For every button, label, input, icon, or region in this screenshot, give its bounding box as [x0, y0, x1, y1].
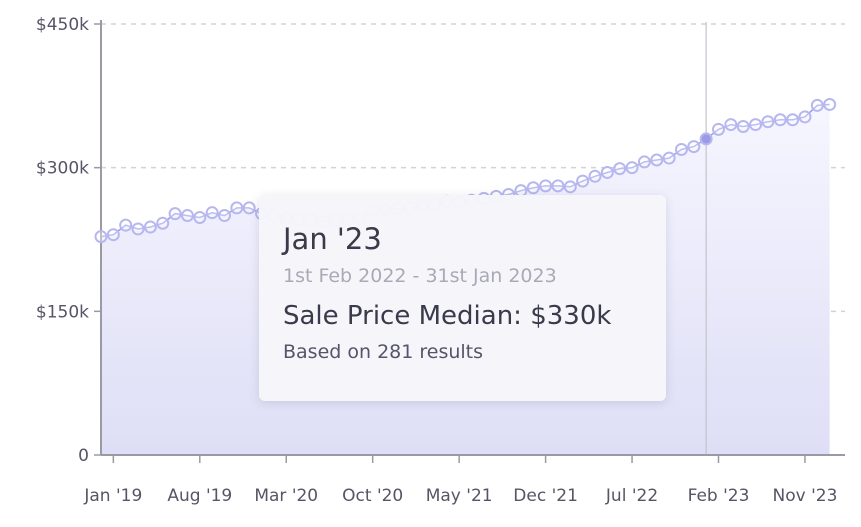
data-point[interactable] — [674, 142, 688, 156]
data-point[interactable] — [761, 115, 775, 129]
x-tick-label: Feb '23 — [688, 486, 750, 506]
data-point[interactable] — [724, 118, 738, 132]
data-point[interactable] — [230, 201, 244, 215]
data-point[interactable] — [551, 179, 565, 193]
data-point[interactable] — [773, 113, 787, 127]
tooltip-value: Sale Price Median: $330k — [283, 301, 612, 331]
x-tick-label: Mar '20 — [254, 486, 318, 506]
data-point[interactable] — [242, 201, 256, 215]
data-point[interactable] — [218, 209, 231, 223]
data-point[interactable] — [563, 180, 577, 194]
x-tick-label: May '21 — [426, 486, 493, 506]
data-point[interactable] — [749, 118, 763, 132]
data-point[interactable] — [712, 122, 725, 136]
tooltip-title: Jan '23 — [283, 222, 382, 256]
data-point[interactable] — [798, 110, 812, 124]
tooltip-result-count: Based on 281 results — [283, 341, 484, 363]
y-tick-label: $300k — [36, 159, 89, 179]
data-point[interactable] — [94, 230, 108, 244]
data-point[interactable] — [613, 162, 627, 176]
x-tick-label: Oct '20 — [342, 486, 403, 506]
data-point[interactable] — [687, 140, 701, 154]
data-point[interactable] — [662, 151, 676, 165]
data-point[interactable] — [193, 210, 207, 224]
y-axis-tick-labels: 0 $150k $300k $450k — [36, 15, 101, 466]
data-point[interactable] — [106, 228, 120, 242]
data-point[interactable] — [588, 169, 602, 183]
x-tick-label: Dec '21 — [513, 486, 578, 506]
data-point[interactable] — [637, 155, 651, 169]
chart-tooltip: Jan '23 1st Feb 2022 - 31st Jan 2023 Sal… — [259, 195, 666, 401]
data-point[interactable] — [736, 119, 750, 133]
data-point[interactable] — [600, 165, 614, 179]
data-point[interactable] — [156, 216, 170, 230]
data-point[interactable] — [625, 161, 639, 175]
data-point[interactable] — [168, 207, 182, 221]
data-point[interactable] — [526, 181, 540, 195]
data-point[interactable] — [650, 153, 664, 167]
y-tick-label: 0 — [78, 446, 89, 466]
axes — [100, 20, 845, 456]
x-tick-label: Jan '19 — [83, 486, 142, 506]
data-point[interactable] — [576, 174, 590, 188]
x-axis-tick-labels: Jan '19 Aug '19 Mar '20 Oct '20 May '21 Dec '… — [83, 455, 837, 506]
data-point[interactable] — [143, 220, 157, 234]
data-point[interactable] — [180, 209, 194, 223]
x-tick-label: Jul '22 — [605, 486, 658, 506]
tooltip-date-range: 1st Feb 2022 - 31st Jan 2023 — [283, 265, 557, 287]
x-tick-label: Nov '23 — [773, 486, 838, 506]
y-tick-label: $150k — [36, 302, 89, 322]
data-point[interactable] — [786, 113, 800, 127]
highlighted-data-point[interactable] — [699, 132, 713, 146]
x-tick-label: Aug '19 — [167, 486, 232, 506]
y-tick-label: $450k — [36, 15, 89, 35]
data-point[interactable] — [810, 98, 824, 112]
data-point[interactable] — [539, 179, 553, 193]
data-point[interactable] — [131, 222, 145, 236]
data-point[interactable] — [205, 206, 219, 220]
data-point[interactable] — [823, 97, 837, 111]
data-point[interactable] — [119, 218, 133, 232]
